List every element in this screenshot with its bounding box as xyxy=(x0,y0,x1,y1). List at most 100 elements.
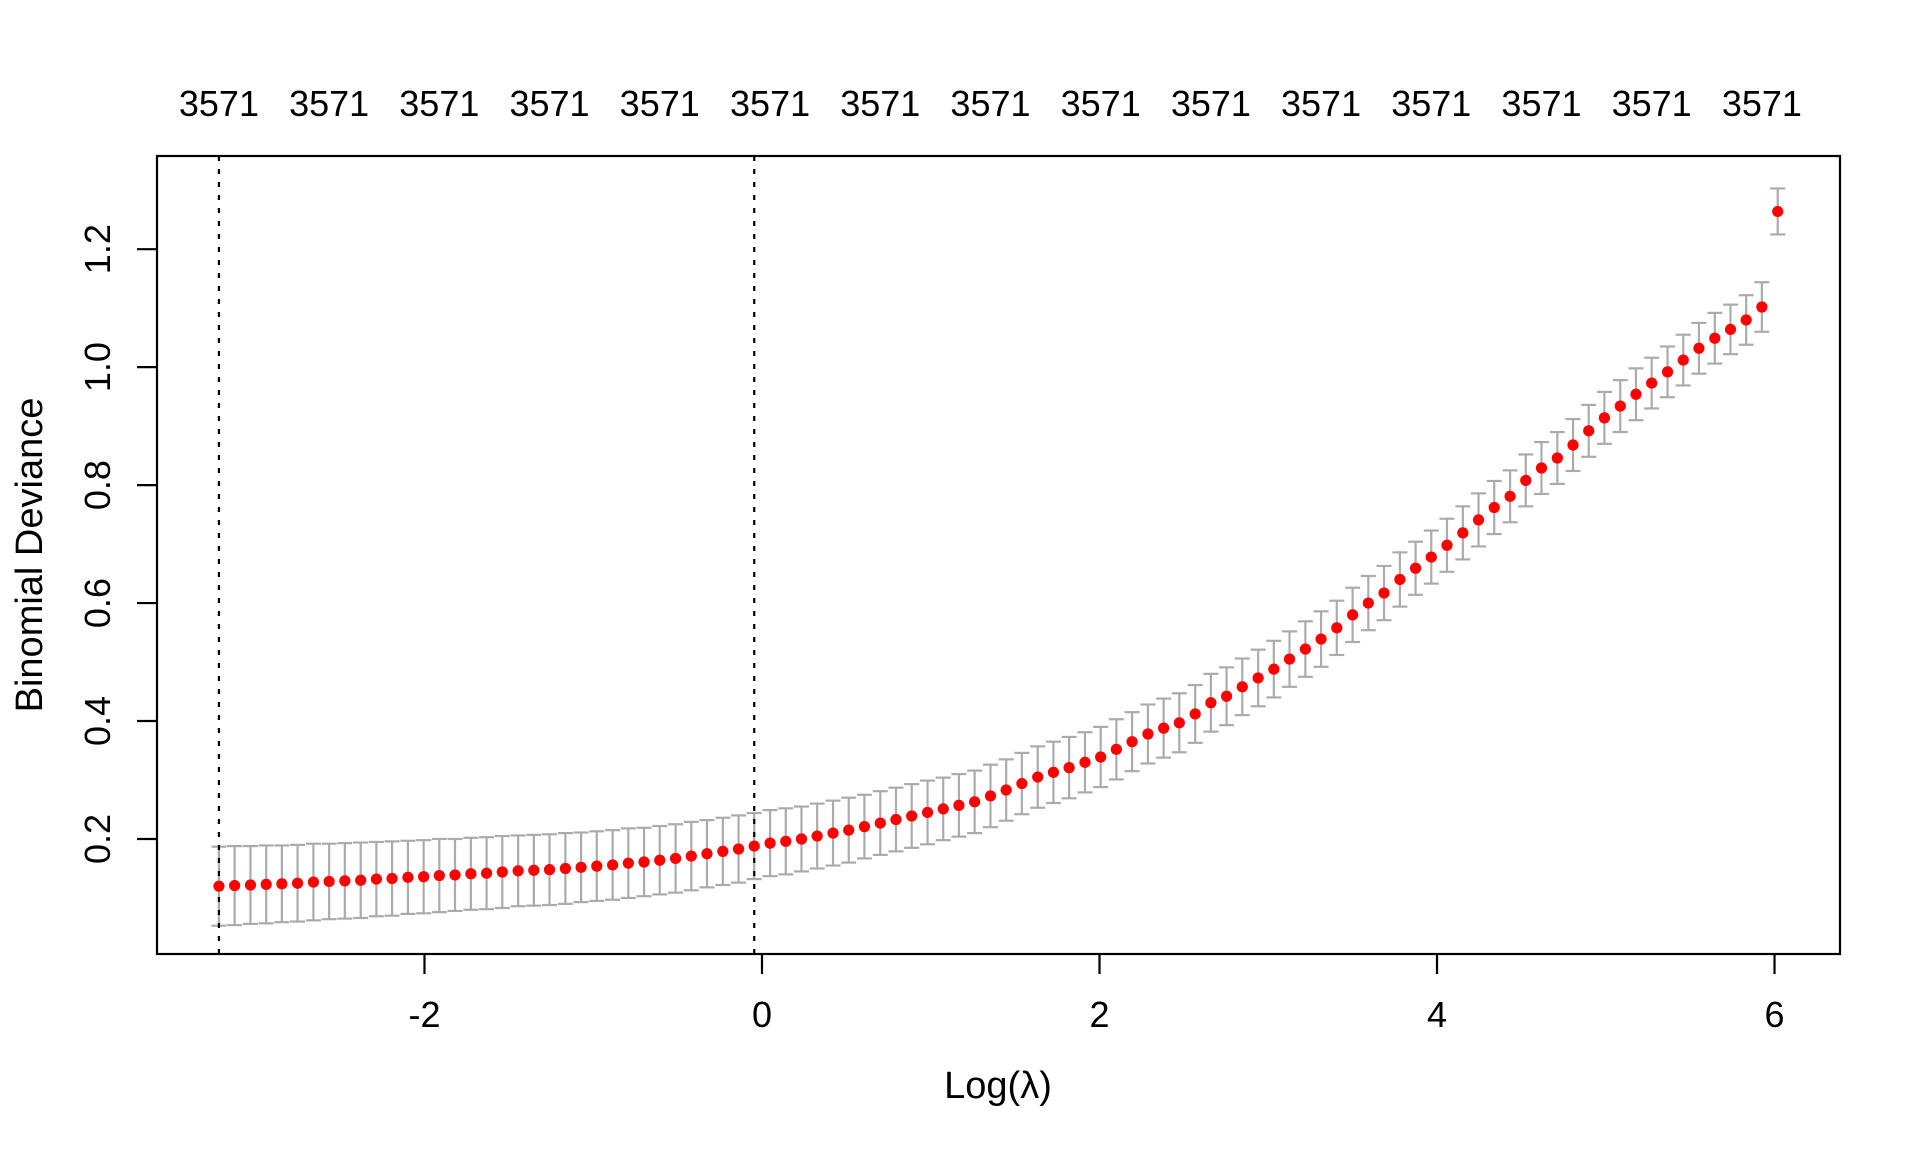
x-axis-tick-label: 0 xyxy=(752,994,772,1035)
data-point xyxy=(1220,690,1233,702)
data-point xyxy=(717,845,729,857)
data-point xyxy=(1362,597,1374,609)
data-point xyxy=(1158,722,1170,734)
data-point xyxy=(1709,332,1721,344)
data-point xyxy=(1126,736,1138,748)
data-point xyxy=(1583,425,1595,437)
data-point xyxy=(1756,301,1768,313)
data-point xyxy=(1283,653,1296,665)
data-point xyxy=(496,866,508,878)
data-point xyxy=(843,824,855,836)
data-point xyxy=(1331,622,1343,634)
data-point xyxy=(559,862,571,875)
data-point xyxy=(1315,633,1327,645)
y-axis-tick-label: 1.0 xyxy=(77,342,118,392)
data-point xyxy=(921,806,934,819)
y-axis-tick-label: 0.2 xyxy=(77,814,118,864)
top-axis-nonzero-count-label: 3571 xyxy=(1391,83,1471,124)
data-point xyxy=(874,817,886,829)
data-point xyxy=(480,867,493,879)
data-point xyxy=(1441,539,1453,551)
data-point xyxy=(732,843,745,855)
data-point xyxy=(953,799,965,811)
data-point xyxy=(1535,462,1548,474)
top-axis-nonzero-count-label: 3571 xyxy=(840,83,920,124)
data-point xyxy=(1646,377,1658,389)
data-point xyxy=(1740,314,1752,326)
data-point xyxy=(1299,643,1311,655)
data-point xyxy=(1032,771,1044,783)
data-point xyxy=(1000,784,1012,796)
data-point xyxy=(1236,681,1248,693)
data-point xyxy=(213,880,225,892)
y-axis-tick-label: 0.6 xyxy=(77,578,118,628)
data-point xyxy=(669,852,682,865)
top-axis-nonzero-count-label: 3571 xyxy=(1612,83,1692,124)
data-point xyxy=(465,868,477,880)
data-point xyxy=(1394,573,1406,586)
y-axis-tick-label: 1.2 xyxy=(77,224,118,274)
x-axis-tick-label: 6 xyxy=(1765,994,1785,1035)
top-axis-nonzero-count-label: 3571 xyxy=(730,83,810,124)
data-point xyxy=(591,860,603,872)
data-point xyxy=(1614,400,1626,412)
data-point xyxy=(858,821,871,833)
data-point xyxy=(906,810,918,822)
data-point xyxy=(1079,756,1091,768)
data-point xyxy=(1457,527,1469,539)
data-point xyxy=(1252,672,1264,684)
data-point xyxy=(1772,205,1784,218)
data-point xyxy=(827,827,839,839)
data-point xyxy=(890,813,902,826)
data-point xyxy=(1724,323,1737,336)
data-point xyxy=(1268,663,1280,675)
data-point xyxy=(969,796,981,808)
data-point xyxy=(1598,412,1611,424)
data-point xyxy=(1425,551,1437,563)
data-point xyxy=(638,856,650,868)
data-point xyxy=(1504,490,1516,502)
top-axis-nonzero-count-label: 3571 xyxy=(399,83,479,124)
data-point xyxy=(1472,514,1485,526)
x-axis-title: Log(λ) xyxy=(944,1065,1052,1107)
data-point xyxy=(780,835,792,847)
top-axis-nonzero-count-label: 3571 xyxy=(289,83,369,124)
data-point xyxy=(1677,354,1689,366)
data-point xyxy=(276,878,288,890)
top-axis-nonzero-count-label: 3571 xyxy=(1722,83,1802,124)
data-point xyxy=(370,873,382,885)
data-point xyxy=(339,875,351,887)
data-point xyxy=(748,840,760,852)
plot-box xyxy=(155,154,1842,956)
data-point xyxy=(1409,562,1422,574)
x-axis-tick-label: 4 xyxy=(1427,994,1447,1035)
data-point xyxy=(543,864,556,876)
top-axis-nonzero-count-label: 3571 xyxy=(1061,83,1141,124)
data-point xyxy=(1520,474,1532,486)
data-point xyxy=(433,869,445,882)
top-axis-nonzero-count-label: 3571 xyxy=(620,83,700,124)
y-axis-tick-label: 0.8 xyxy=(77,460,118,510)
data-point xyxy=(386,872,398,885)
x-axis-tick-label: 2 xyxy=(1089,994,1109,1035)
data-point xyxy=(685,850,697,862)
top-axis-nonzero-count-label: 3571 xyxy=(1501,83,1581,124)
data-point xyxy=(1142,728,1154,740)
data-point xyxy=(1378,587,1390,599)
data-point xyxy=(795,833,808,845)
y-axis-title: Binomial Deviance xyxy=(9,398,51,713)
data-point xyxy=(1661,366,1674,378)
top-axis-nonzero-count-label: 3571 xyxy=(179,83,259,124)
y-axis-tick-label: 0.4 xyxy=(77,696,118,746)
data-point xyxy=(402,871,414,883)
data-point xyxy=(355,874,367,886)
data-point xyxy=(984,790,997,802)
top-axis-nonzero-count-label: 3571 xyxy=(1281,83,1361,124)
data-point xyxy=(764,837,776,849)
data-point xyxy=(1693,342,1705,354)
data-point xyxy=(512,865,524,877)
data-point xyxy=(1063,762,1075,774)
data-point xyxy=(528,864,540,876)
data-point xyxy=(449,869,461,881)
